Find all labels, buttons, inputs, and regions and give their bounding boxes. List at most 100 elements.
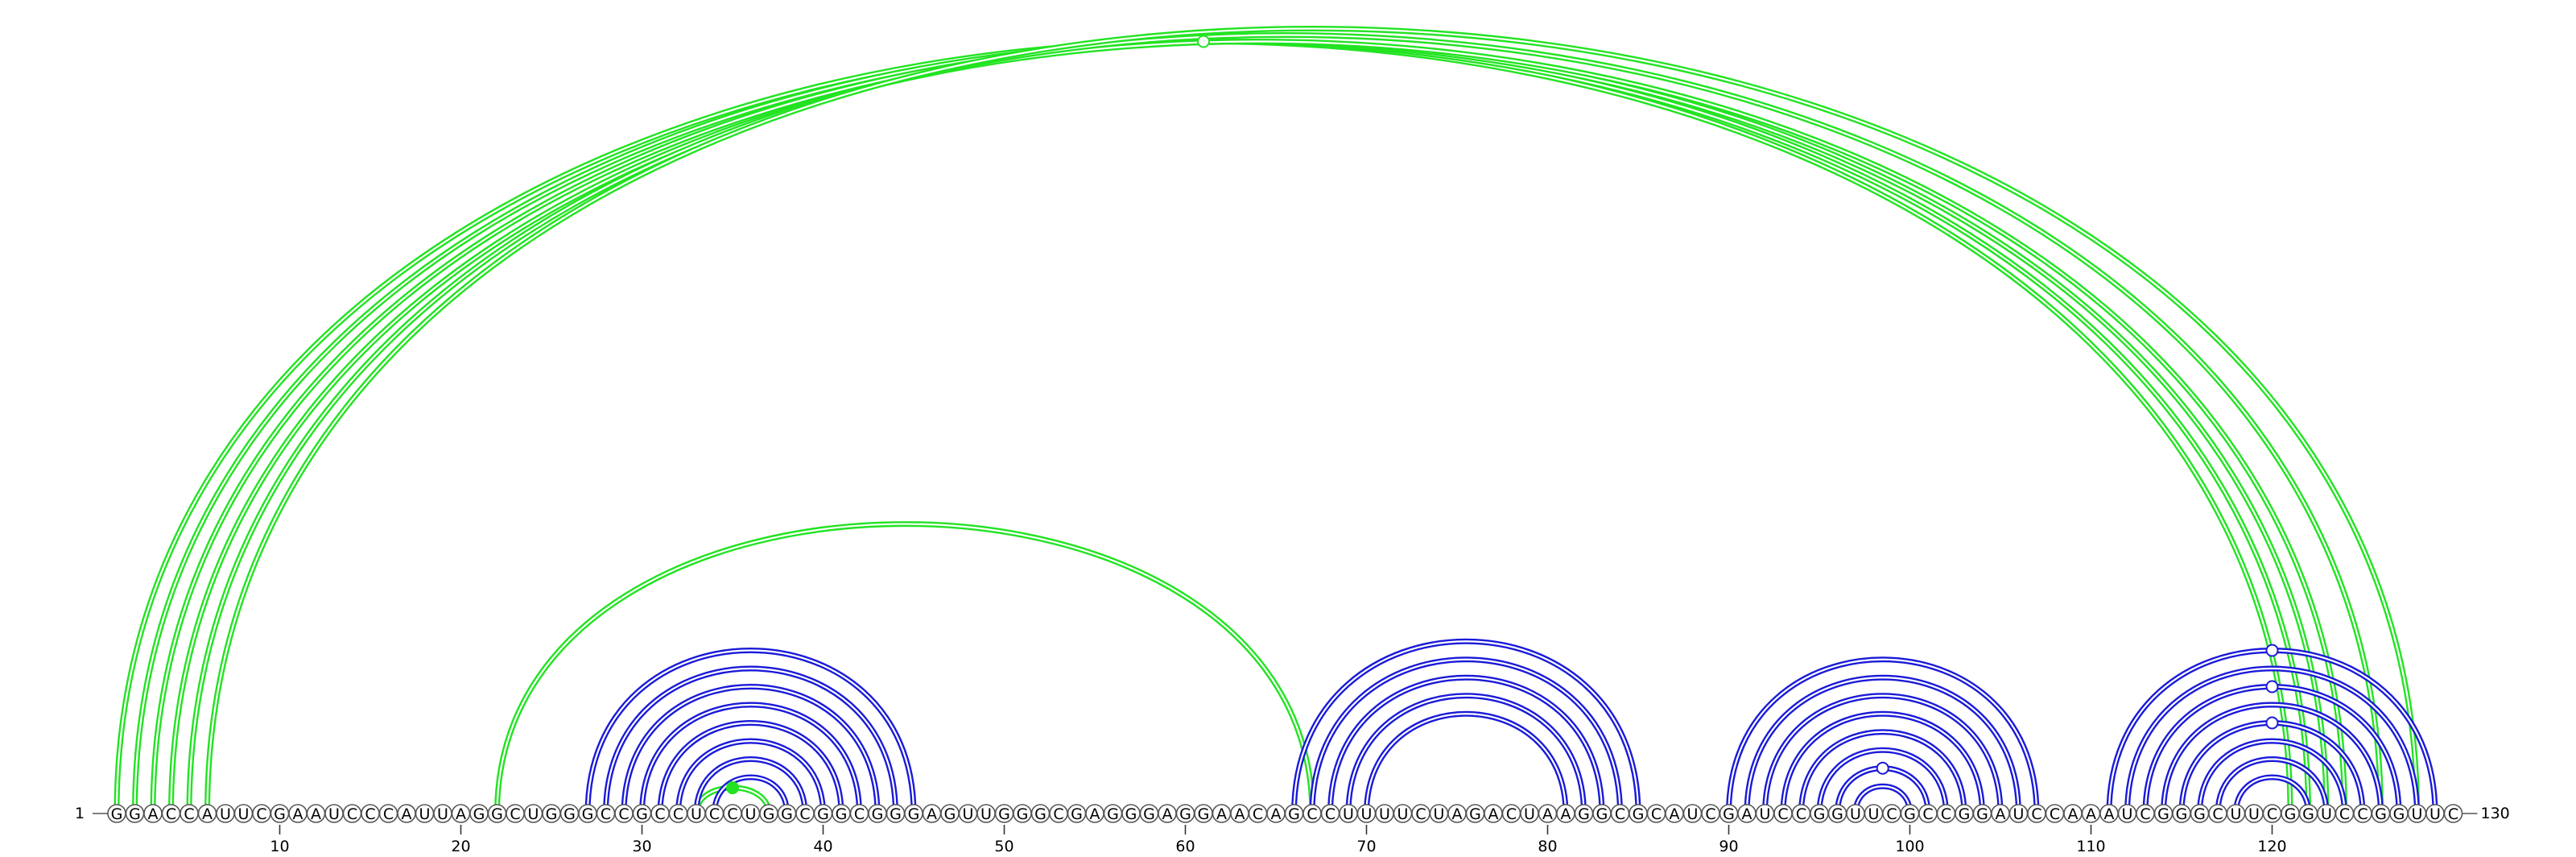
nucleotide-letter: C [365,805,375,823]
nucleotide-60: G [1175,804,1195,823]
nucleotide-36: U [741,804,761,823]
nucleotide-letter: G [491,805,503,823]
arc-pseudoknot-0 [114,39,2293,814]
nucleotide-41: G [832,804,851,823]
arc-inner-21 [1728,658,2038,814]
nucleotide-80: A [1538,804,1558,823]
tick-label-30: 30 [632,838,651,855]
tick-label-70: 70 [1356,838,1376,855]
nucleotide-82: G [1574,804,1594,823]
nucleotide-68: C [1320,804,1340,823]
arc-inner-33 [2180,722,2364,814]
nucleotide-letter: A [456,805,466,823]
nucleotide-56: G [1103,804,1123,823]
arc-inner-6 [496,523,1314,814]
nucleotide-31: C [650,804,670,823]
nucleotide-7: U [216,804,235,823]
tick-label-80: 80 [1538,838,1557,855]
nucleotide-letter: A [1162,805,1173,823]
nucleotide-46: A [922,804,942,823]
nucleotide-letter: C [510,805,520,823]
nucleotide-letter: G [872,805,884,823]
nucleotide-letter: C [2140,805,2150,823]
nucleotide-letter: A [402,805,412,823]
nucleotide-10: G [270,804,290,823]
nucleotide-76: G [1465,804,1485,823]
nucleotide-letter: G [1143,805,1155,823]
nucleotide-letter: C [727,805,737,823]
nucleotide-40: G [813,804,833,823]
nucleotide-18: U [415,804,435,823]
arc-inner-17 [1311,658,1621,814]
nucleotide-74: U [1429,804,1449,823]
nucleotide-79: U [1520,804,1539,823]
nucleotide-117: C [2208,804,2227,823]
nucleotide-letter: C [2339,805,2350,823]
nucleotide-102: C [1936,804,1956,823]
nucleotide-92: U [1755,804,1775,823]
arc-inner-24 [1781,713,1984,814]
nucleotide-letter: G [1959,805,1971,823]
nucleotide-letter: A [311,805,321,823]
nucleotide-15: C [361,804,380,823]
nucleotide-letter: A [2068,805,2079,823]
arc-inner-16 [1293,640,1640,814]
nucleotide-letter: U [691,805,702,823]
tick-label-10: 10 [270,838,289,855]
arc-inner-1 [134,40,2310,814]
arc-inner-18 [1329,677,1604,814]
arc-pseudoknot-3 [168,39,2347,814]
nucleotide-122: G [2298,804,2318,823]
nucleotide-letter: G [1034,805,1046,823]
nucleotide-letter: C [2267,805,2277,823]
arc-inner-32 [2162,703,2382,814]
nucleotide-62: A [1212,804,1232,823]
arc-nested-16 [1291,638,1641,814]
nucleotide-114: G [2153,804,2174,823]
tick-label-50: 50 [994,838,1013,855]
nucleotide-letter: G [274,805,286,823]
nucleotide-circle [2443,804,2463,823]
nucleotide-98: U [1864,804,1884,823]
nucleotide-20: A [451,804,471,823]
nucleotide-89: C [1701,804,1720,823]
nucleotide-121: G [2281,804,2300,823]
nucleotide-29: C [614,804,634,823]
nucleotide-letter: A [1235,805,1245,823]
nucleotide-letter: C [854,805,865,823]
nucleotide-letter: U [238,805,250,823]
nucleotide-84: C [1610,804,1630,823]
nucleotide-letter: A [927,805,937,823]
arc-pseudoknot-6 [494,521,1315,814]
nucleotide-letter: U [2013,805,2025,823]
arc-nested-20 [1364,710,1569,814]
nucleotide-105: A [1991,804,2010,823]
nucleotide-67: C [1302,804,1322,823]
nucleotide-99: C [1882,804,1901,823]
nucleotide-120: C [2262,804,2282,823]
nucleotide-letter: A [1670,805,1680,823]
nucleotide-letter: A [1996,805,2006,823]
nucleotide-73: C [1411,804,1430,823]
nucleotide-75: A [1447,804,1467,823]
nucleotide-letter: C [1941,805,1951,823]
nucleotide-letter: G [817,805,829,823]
nucleotide-1: G [107,804,126,823]
nucleotide-letter: C [799,805,810,823]
nucleotide-letter: C [1053,805,1063,823]
nucleotide-letter: G [582,805,594,823]
nucleotide-letter: C [166,805,176,823]
nucleotide-96: G [1827,804,1847,823]
sequence-end-label: 130 [2481,805,2510,822]
tick-label-60: 60 [1175,838,1195,855]
nucleotide-letter: U [328,805,340,823]
nucleotide-letter: C [1886,805,1897,823]
arc-inner-28 [1854,785,1911,814]
nucleotide-letter: U [419,805,431,823]
nucleotide-77: A [1484,804,1503,823]
nucleotide-71: U [1375,804,1394,823]
arc-inner-2 [151,40,2328,814]
nucleotide-113: C [2136,804,2155,823]
arc-inner-0 [115,40,2292,814]
